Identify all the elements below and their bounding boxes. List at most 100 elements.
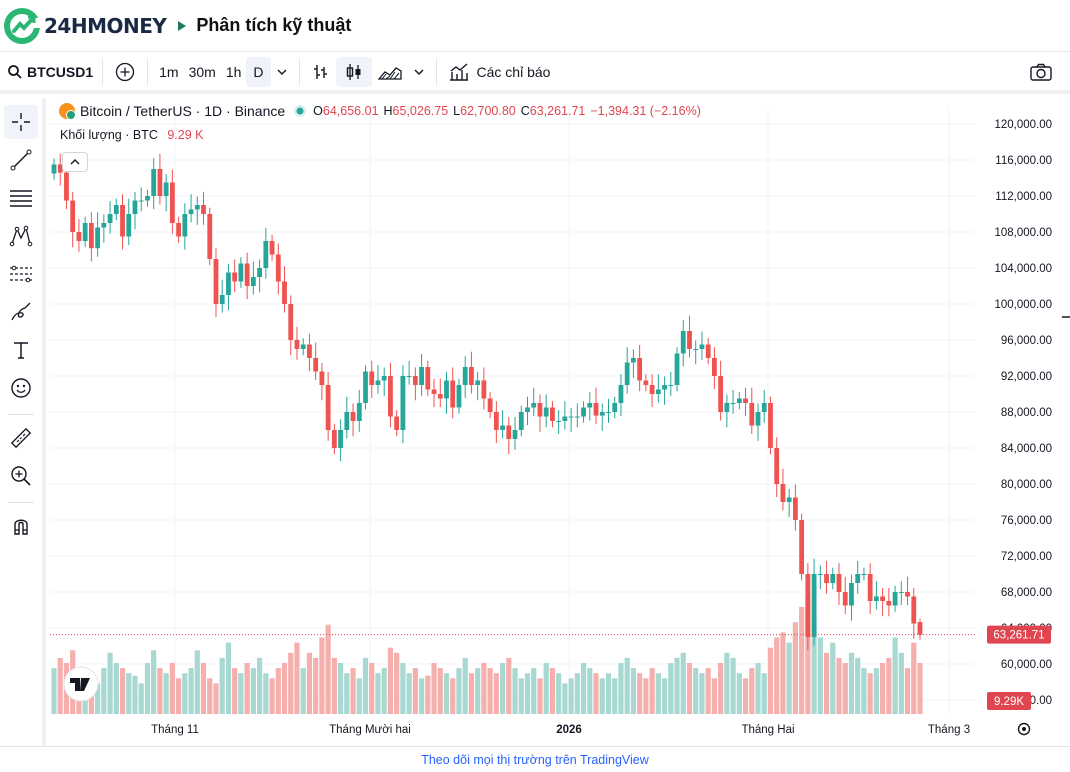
volume-bar — [462, 657, 468, 714]
volume-bar — [805, 596, 811, 714]
interval-1m[interactable]: 1m — [159, 63, 179, 80]
volume-bar — [194, 650, 200, 714]
volume-bar — [219, 657, 225, 714]
candle-body — [873, 596, 879, 601]
symbol-search[interactable]: BTCUSD1 — [2, 57, 98, 87]
fib-tool[interactable] — [4, 181, 38, 215]
measure-tool[interactable] — [4, 421, 38, 455]
candle-body — [655, 389, 661, 394]
volume-bar — [300, 668, 306, 714]
interval-dropdown[interactable] — [271, 57, 293, 87]
candle-body — [556, 421, 562, 422]
interval-1h[interactable]: 1h — [225, 63, 242, 80]
y-tick-label: 108,000.00 — [994, 227, 1052, 239]
candle-body — [201, 205, 206, 214]
volume-bar — [95, 683, 101, 714]
brand-logo[interactable]: 24HMONEY — [4, 7, 167, 44]
candle-body — [462, 367, 468, 385]
search-icon — [8, 64, 22, 79]
candle-body — [475, 380, 481, 385]
toolbar-divider — [435, 58, 437, 85]
x-tick-label: Tháng Hai — [741, 724, 794, 736]
drawing-toolbar — [0, 98, 46, 746]
collapse-legend-button[interactable] — [62, 152, 88, 172]
candle-body — [57, 164, 63, 173]
volume-bar — [375, 673, 381, 714]
candles — [51, 153, 923, 651]
candle-body — [905, 592, 910, 597]
area-style-button[interactable] — [372, 57, 408, 87]
candle-body — [394, 416, 400, 430]
candle-body — [406, 376, 412, 377]
volume-bar — [780, 632, 786, 714]
crosshair-tool[interactable] — [4, 105, 38, 139]
zoom-tool[interactable] — [4, 459, 38, 493]
candle-body — [836, 574, 842, 592]
y-tick-label: 76,000.00 — [1001, 515, 1052, 527]
settings-gear-icon[interactable] — [1017, 722, 1031, 736]
candle-body — [755, 412, 761, 426]
candle-body — [213, 259, 219, 304]
indicators-button[interactable]: Các chỉ báo — [443, 57, 556, 87]
candle-body — [437, 394, 443, 399]
candle-body — [712, 358, 717, 376]
volume-bar — [437, 668, 443, 714]
candle-body — [194, 205, 200, 210]
y-tick-label: 100,000.00 — [994, 299, 1052, 311]
horizontal-lines-icon — [10, 190, 32, 207]
pattern-tool[interactable] — [4, 219, 38, 253]
legend-title[interactable]: Bitcoin / TetherUS · 1D · Binance — [80, 103, 286, 119]
candle-body — [126, 214, 132, 237]
brush-tool[interactable] — [4, 295, 38, 329]
candle-body — [855, 574, 861, 583]
candle-body — [363, 371, 368, 403]
site-header: 24HMONEY Phân tích kỹ thuật — [0, 0, 1070, 52]
volume-bar — [450, 678, 456, 714]
text-tool[interactable] — [4, 333, 38, 367]
y-tick-label: 72,000.00 — [1001, 551, 1052, 563]
interval-30m[interactable]: 30m — [188, 63, 216, 80]
candle-body — [169, 182, 175, 223]
volume-bar — [904, 668, 911, 714]
magnet-tool[interactable] — [4, 509, 38, 543]
candle-body — [51, 164, 57, 174]
volume-bar — [107, 652, 113, 714]
screenshot-button[interactable] — [1024, 57, 1058, 87]
volume-bar — [767, 647, 774, 714]
prediction-tool[interactable] — [4, 257, 38, 291]
candle-body — [842, 592, 848, 606]
bar-replay-button[interactable] — [306, 57, 336, 87]
emoji-tool[interactable] — [4, 371, 38, 405]
volume-bar — [531, 668, 537, 714]
symbol-name: BTCUSD1 — [27, 63, 94, 80]
change-value: −1,394.31 (−2.16%) — [590, 104, 701, 118]
volume-label[interactable]: Khối lượng · BTC — [60, 128, 158, 142]
candle-body — [674, 353, 680, 385]
candle-body — [917, 622, 923, 635]
price-chart[interactable]: 120,000.00 116,000.00 112,000.00 108,000.00… — [0, 98, 1070, 746]
chart-type-dropdown[interactable] — [408, 57, 430, 87]
volume-bar — [238, 673, 244, 714]
volume-legend: Khối lượng · BTC 9.29 K — [60, 128, 203, 142]
candle-body — [207, 214, 213, 259]
compare-button[interactable] — [109, 57, 141, 87]
candles-style-button[interactable] — [335, 56, 372, 87]
candle-body — [444, 380, 449, 399]
trendline-tool[interactable] — [4, 143, 38, 177]
candle-body — [531, 403, 537, 408]
candle-body — [668, 385, 674, 386]
volume-bar — [618, 663, 624, 714]
last-price-badge — [987, 625, 1051, 644]
candle-body — [699, 344, 705, 349]
volume-bar — [898, 652, 904, 714]
volume-bar — [113, 663, 119, 714]
candle-body — [269, 241, 275, 255]
candle-body — [911, 596, 917, 624]
candle-body — [631, 358, 636, 363]
interval-d[interactable]: D — [246, 56, 271, 87]
candle-body — [219, 295, 225, 304]
tradingview-footer[interactable]: Theo dõi mọi thị trường trên TradingView — [0, 746, 1070, 772]
volume-bar — [331, 657, 337, 714]
volume-bar — [823, 652, 830, 714]
